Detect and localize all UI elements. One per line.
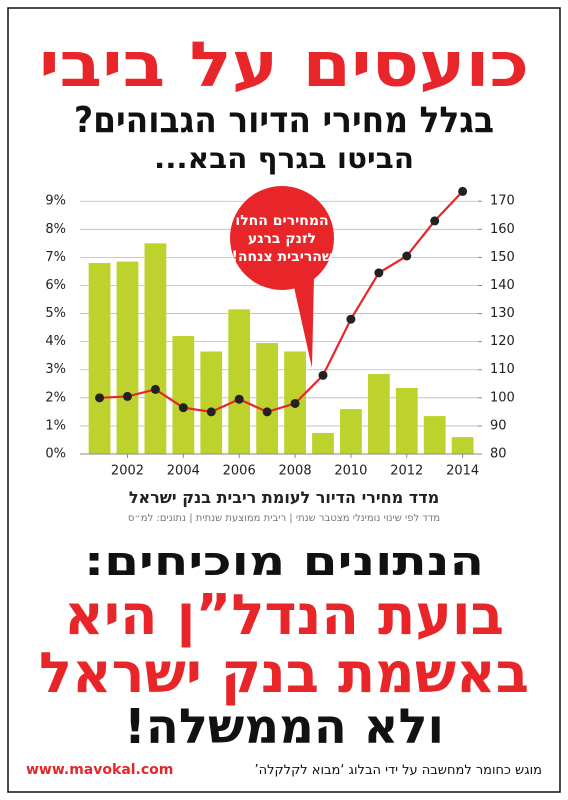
footer-url[interactable]: www.mavokal.com (26, 762, 173, 778)
line-marker (430, 216, 440, 226)
x-tick-label: 2010 (334, 464, 367, 479)
y2-tick-label: 90 (490, 418, 507, 433)
x-tick-label: 2006 (223, 464, 256, 479)
callout (230, 186, 334, 290)
subtitle: הביטו בגרף הבא... (154, 142, 414, 175)
bar (367, 373, 390, 454)
y-tick-label: 1% (45, 418, 66, 433)
y-tick-label: 4% (45, 334, 66, 349)
line-marker (262, 407, 272, 417)
y-tick-label: 2% (45, 390, 66, 405)
bar (312, 432, 334, 454)
y-tick-label: 9% (45, 194, 66, 209)
chart-note: מדד לפי שינוי נומינלי מצטבר שנתי | ריבית… (128, 513, 440, 524)
bar (423, 416, 446, 454)
bar (116, 261, 139, 454)
line (99, 190, 464, 414)
y2-tick-label: 140 (490, 278, 515, 293)
conclusion: הנתונים מוכיחים: (84, 539, 484, 585)
y2-tick-label: 110 (490, 362, 515, 377)
bar (144, 243, 167, 454)
y-tick-label: 8% (45, 222, 66, 237)
bar (340, 409, 362, 454)
callout-tail (292, 276, 314, 368)
line-marker (206, 407, 216, 417)
y2-tick-label: 160 (490, 222, 515, 237)
chart-caption: מדד מחירי הדיור לעומת ריבית בנק ישראל (129, 488, 439, 507)
annotation: המחירים החלו (235, 213, 328, 229)
chart: 0% 1% 2% 3% 4% 5% 6% 7% 8% 9% 80 90 100 110 120 130 140 1… (45, 186, 515, 479)
line-marker (318, 370, 328, 380)
line-marker (402, 251, 412, 261)
line-marker (346, 314, 356, 324)
annotation: לזנק ברגע (248, 231, 316, 247)
bar (88, 263, 111, 454)
line-marker (150, 384, 160, 394)
line-marker (178, 403, 188, 413)
x-tick-label: 2008 (279, 464, 312, 479)
x-tick-label: 2012 (390, 464, 423, 479)
y-tick-label: 5% (45, 306, 66, 321)
y2-tick-label: 150 (490, 250, 515, 265)
y2-tick-label: 100 (490, 390, 515, 405)
subtitle: בגלל מחירי הדיור הגבוהים? (74, 100, 494, 141)
footer-credit: מוגש כחומר למחשבה על ידי הבלוג ‘מבוא לקל… (254, 763, 542, 778)
y-tick-label: 3% (45, 362, 66, 377)
line-marker (458, 186, 468, 196)
conclusion: בועת הנדל”ן היא (64, 583, 504, 648)
x-tick-label: 2014 (446, 464, 479, 479)
x-tick-label: 2004 (167, 464, 200, 479)
y2-tick-label: 80 (490, 447, 507, 462)
line-marker (290, 398, 300, 408)
x-tick-label: 2002 (111, 464, 144, 479)
y2-tick-label: 130 (490, 306, 515, 321)
line-marker (234, 394, 244, 404)
y-tick-label: 0% (45, 447, 66, 462)
title: כועסים על ביבי (39, 28, 529, 101)
conclusion: ולא הממשלה! (124, 699, 444, 755)
bar (256, 343, 279, 454)
y-tick-label: 6% (45, 278, 66, 293)
bar (228, 309, 251, 454)
line-marker (95, 393, 105, 403)
line-marker (374, 268, 384, 278)
y-tick-label: 7% (45, 250, 66, 265)
bar (200, 351, 223, 454)
y2-tick-label: 120 (490, 334, 515, 349)
bar (395, 388, 418, 454)
annotation: שהריבית צנחה! (232, 249, 333, 265)
y2-tick-label: 170 (490, 194, 515, 209)
conclusion: באשמת בנק ישראל (39, 641, 529, 706)
line-marker (122, 391, 132, 401)
bar (172, 336, 195, 454)
bar (451, 437, 474, 454)
